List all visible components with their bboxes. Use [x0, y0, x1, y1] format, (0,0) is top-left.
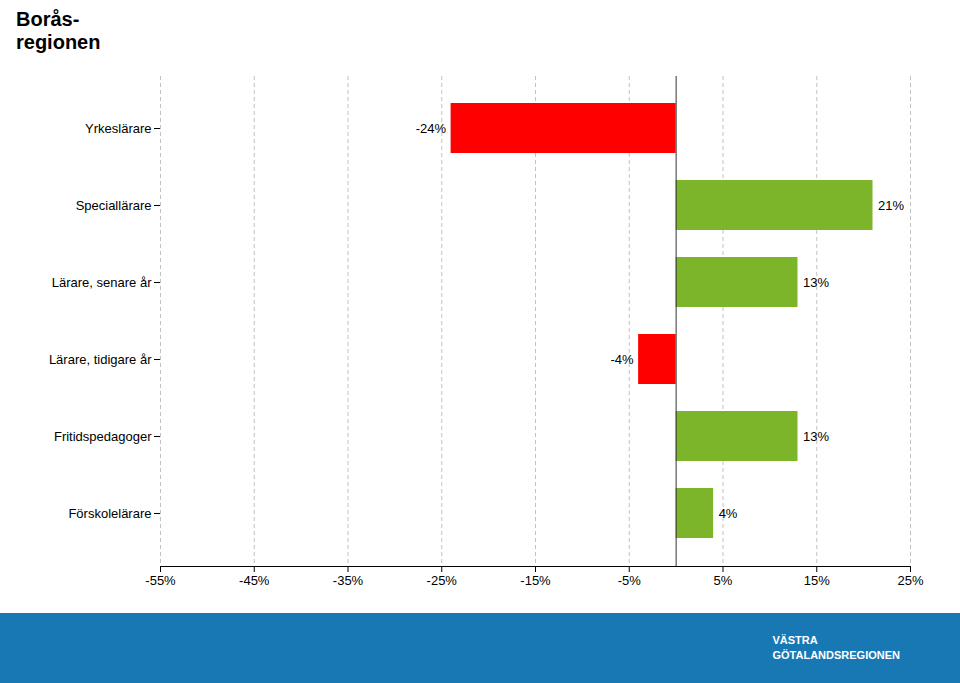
svg-text:21%: 21%	[878, 198, 904, 213]
svg-text:Förskolelärare: Förskolelärare	[68, 506, 151, 521]
svg-text:Yrkeslärare: Yrkeslärare	[85, 121, 151, 136]
svg-text:4%: 4%	[719, 506, 738, 521]
html-text:Borås- regionen: Borås- regionen	[16, 8, 101, 53]
svg-text:Lärare, tidigare år: Lärare, tidigare år	[49, 352, 152, 367]
svg-text:-25%: -25%	[427, 573, 458, 588]
svg-text:13%: 13%	[803, 275, 829, 290]
svg-text:-45%: -45%	[239, 573, 270, 588]
svg-text:-15%: -15%	[520, 573, 551, 588]
svg-text:15%: 15%	[804, 573, 830, 588]
svg-text:-55%: -55%	[145, 573, 176, 588]
svg-text:-4%: -4%	[611, 352, 635, 367]
svg-text:Speciallärare: Speciallärare	[76, 198, 152, 213]
svg-text:Lärare, senare år: Lärare, senare år	[52, 275, 152, 290]
svg-text:Fritidspedagoger: Fritidspedagoger	[54, 429, 152, 444]
svg-text:25%: 25%	[897, 573, 923, 588]
svg-text:13%: 13%	[803, 429, 829, 444]
svg-text:-5%: -5%	[618, 573, 642, 588]
svg-text:5%: 5%	[714, 573, 733, 588]
svg-text:-24%: -24%	[416, 121, 447, 136]
html-text:VÄSTRA GÖTALANDSREGIONEN: VÄSTRA GÖTALANDSREGIONEN	[772, 633, 900, 661]
svg-text:-35%: -35%	[333, 573, 364, 588]
